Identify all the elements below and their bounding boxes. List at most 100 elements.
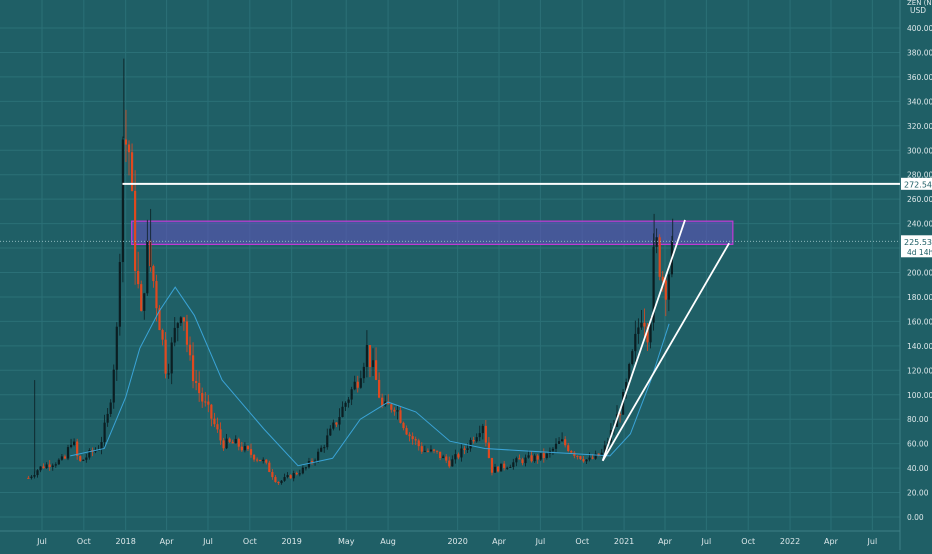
trendline[interactable] [601, 242, 730, 462]
candle-down [390, 404, 393, 410]
candle-down [335, 422, 338, 425]
candle-down [536, 455, 539, 460]
candle-down [185, 321, 189, 345]
candle-up [179, 317, 182, 324]
candle-down [210, 404, 213, 419]
candle-down [542, 453, 545, 458]
candle-up [103, 422, 106, 443]
y-tick-label: 180.00 [907, 293, 932, 302]
candle-up [396, 410, 399, 412]
y-tick-label: 200.00 [907, 269, 932, 278]
candle-up [515, 458, 518, 463]
candle-up [509, 466, 512, 468]
x-tick-label: Apr [160, 537, 175, 546]
candle-down [646, 326, 649, 343]
candle-up [512, 462, 515, 467]
candle-down [445, 456, 448, 461]
candle-countdown-text: 4d 14h [907, 248, 932, 257]
candle-down [246, 446, 250, 450]
x-tick-label: Jul [867, 537, 878, 546]
x-tick-label: 2019 [281, 537, 301, 546]
candle-down [198, 382, 201, 394]
y-tick-label: 160.00 [907, 317, 932, 326]
candle-down [597, 453, 600, 456]
x-tick-label: Apr [824, 537, 839, 546]
candle-down [228, 438, 231, 442]
candle-up [454, 454, 457, 460]
candle-up [234, 438, 237, 444]
y-tick-label: 80.00 [907, 415, 929, 424]
candle-up [637, 327, 640, 334]
candle-up [500, 463, 503, 472]
candle-up [109, 402, 112, 414]
candle-up [545, 453, 548, 458]
candle-up [423, 450, 426, 452]
candle-down [252, 454, 256, 460]
candle-up [173, 327, 176, 343]
candle-up [313, 460, 317, 463]
candle-down [124, 139, 128, 145]
candle-up [100, 442, 103, 450]
candle-up [69, 444, 73, 448]
currency-top-label: ZEN (N) [907, 0, 932, 7]
candle-up [85, 457, 88, 460]
candle-up [640, 322, 643, 328]
currency-label: USD [910, 6, 926, 15]
candle-down [188, 344, 192, 356]
candle-down [271, 472, 274, 478]
candle-up [45, 464, 48, 469]
candle-down [564, 439, 567, 446]
candle-down [457, 454, 460, 458]
y-tick-label: 380.00 [907, 48, 932, 57]
candle-up [652, 246, 655, 323]
candle-down [664, 280, 667, 300]
candle-up [625, 381, 628, 392]
candle-down [219, 429, 222, 441]
candle-down [439, 451, 442, 459]
y-tick-label: 140.00 [907, 342, 932, 351]
candle-up [243, 446, 247, 451]
x-tick-label: Jul [701, 537, 712, 546]
resistance-zone[interactable] [131, 220, 734, 245]
candle-up [362, 366, 365, 379]
candle-down [576, 455, 579, 457]
candle-up [143, 293, 146, 311]
candle-down [487, 442, 491, 458]
candle-down [158, 308, 161, 331]
candle-up [506, 467, 509, 469]
candle-down [405, 428, 408, 435]
candle-up [475, 437, 478, 442]
candle-down [249, 449, 253, 455]
candle-up [493, 466, 497, 473]
y-tick-label: 400.00 [907, 24, 932, 33]
candle-up [634, 333, 637, 352]
candle-down [484, 425, 487, 443]
candle-down [201, 393, 204, 402]
candle-up [106, 413, 109, 423]
candle-up [533, 455, 536, 462]
level-price-tag [901, 177, 932, 190]
trendline[interactable] [601, 219, 686, 462]
current-price-tag-text: 225.53 [904, 238, 932, 247]
candle-up [347, 399, 350, 403]
candle-up [118, 262, 121, 327]
candle-up [301, 467, 304, 474]
candle-down [426, 450, 430, 452]
candle-down [152, 266, 155, 282]
candle-down [393, 409, 396, 412]
x-tick-label: Oct [243, 537, 257, 546]
candle-down [213, 418, 216, 425]
y-tick-label: 300.00 [907, 146, 932, 155]
x-tick-label: Aug [380, 537, 396, 546]
candle-up [170, 342, 173, 374]
candle-down [274, 477, 277, 482]
candle-down [368, 345, 372, 368]
candle-down [268, 462, 271, 473]
candle-down [204, 401, 207, 403]
candle-up [554, 443, 558, 449]
candle-down [27, 477, 30, 479]
candle-up [350, 389, 353, 400]
